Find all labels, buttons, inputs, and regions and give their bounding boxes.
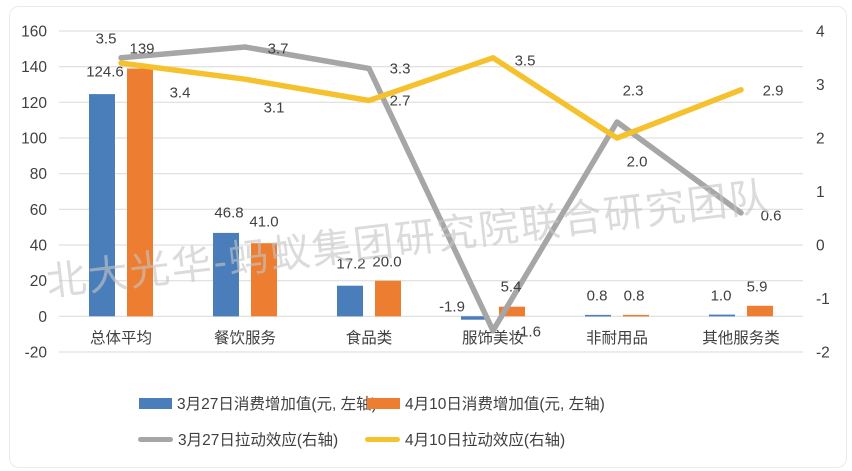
line-label: 3.5 [96,31,117,48]
bar-label: 5.9 [747,279,768,296]
bar-label: 46.8 [214,205,243,222]
bar [499,306,525,317]
legend-item-apr10-line: 4月10日拉动效应(右轴) [365,428,565,450]
left-axis-tick: 40 [30,238,48,255]
line-label: 3.5 [515,53,536,70]
category-label: 非耐用品 [586,329,648,347]
data-labels-series-2: 3.5 3.7 3.3 -1.6 2.3 0.6 [96,31,782,341]
category-labels: 总体平均 餐饮服务 食品类 服饰美妆 非耐用品 其他服务类 [90,329,780,347]
bar-series-1 [127,68,773,317]
right-axis-tick: 2 [816,131,825,148]
bar [461,316,487,320]
legend-label: 3月27日拉动效应(右轴) [178,432,339,449]
bar-label: 17.2 [336,256,365,273]
legend-label: 4月10日拉动效应(右轴) [405,432,566,449]
data-labels-series-3: 3.4 3.1 2.7 3.5 2.0 2.9 [170,53,784,171]
data-labels-series-0: 124.6 46.8 17.2 -1.9 0.8 1.0 [86,64,731,316]
bar-label: 0.8 [587,288,608,305]
line-label: 3.7 [268,41,289,58]
line-label: 2.3 [623,83,644,100]
right-axis-tick: -2 [816,345,830,362]
line-label: 2.7 [390,93,411,110]
legend-item-mar27-line: 3月27日拉动效应(右轴) [138,428,338,450]
left-axis-tick: 60 [30,202,48,219]
left-axis-tick: 0 [38,309,47,326]
right-axis: 4 3 2 1 0 -1 -2 [816,24,830,362]
category-label: 其他服务类 [702,329,780,347]
bar [747,305,773,317]
line-label: 3.1 [264,100,285,117]
bar [623,314,649,317]
bar-label: 1.0 [711,288,732,305]
line-label: 2.0 [627,154,648,171]
bar [213,232,239,317]
right-axis-tick: -1 [816,291,830,308]
left-axis-tick: 20 [30,273,48,290]
category-label: 食品类 [346,329,393,347]
legend-label: 3月27日消费增加值(元, 左轴) [177,396,377,413]
left-axis-tick: 80 [30,166,48,183]
bar [585,314,611,317]
line-label: 3.4 [170,85,191,102]
left-axis: 160 140 120 100 80 60 40 20 0 -20 [21,24,47,362]
line-series-3 [118,55,744,141]
bar-label: 124.6 [86,64,124,81]
legend-label: 4月10日消费增加值(元, 左轴) [405,396,605,413]
left-axis-tick: 160 [21,24,47,41]
right-axis-tick: 3 [816,77,825,94]
right-axis-tick: 1 [816,184,825,201]
bar-label: 20.0 [372,254,401,271]
bar-label: 41.0 [249,214,278,231]
bar [337,285,363,317]
right-axis-tick: 0 [816,238,825,255]
legend-swatch-gray-line [138,436,173,442]
line-label: 0.6 [761,208,782,225]
category-label: 总体平均 [90,329,152,347]
bar-series-0 [89,94,735,320]
bar [251,243,277,317]
bar [709,314,735,317]
bar-label: 0.8 [624,288,645,305]
bar-label: 139 [129,41,154,58]
line-label: -1.6 [515,324,541,341]
category-label: 餐饮服务 [214,329,276,347]
line-series-2 [118,44,744,334]
legend-swatch-yellow-line [365,436,400,442]
legend-swatch-orange-bar [367,397,400,409]
bar [375,280,401,317]
legend-item-mar27-bars: 3月27日消费增加值(元, 左轴) [139,392,377,414]
bar-label: 5.4 [501,279,522,296]
legend-item-apr10-bars: 4月10日消费增加值(元, 左轴) [367,392,605,414]
bar-label: -1.9 [439,299,465,316]
gridlines [59,30,803,353]
line-label: 3.3 [390,61,411,78]
data-labels-series-1: 139 41.0 20.0 5.4 0.8 5.9 [129,41,767,305]
bar [127,68,153,317]
left-axis-tick: 100 [21,131,47,148]
category-label: 服饰美妆 [462,329,524,347]
legend-swatch-blue-bar [139,397,172,409]
right-axis-tick: 4 [816,24,825,41]
bar [89,94,115,317]
line-label: 2.9 [763,83,784,100]
left-axis-tick: -20 [25,345,48,362]
left-axis-tick: 140 [21,59,47,76]
left-axis-tick: 120 [21,95,47,112]
